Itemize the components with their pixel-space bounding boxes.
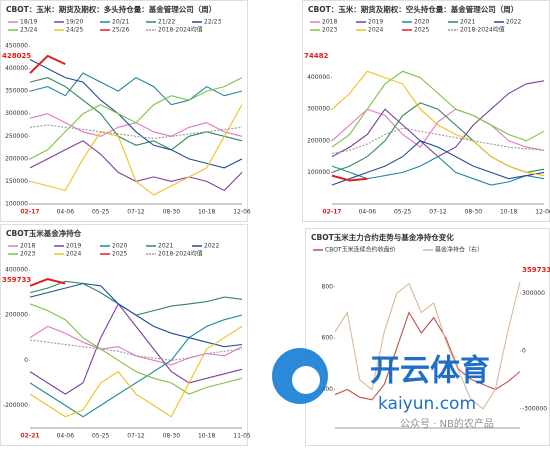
legend-label: 21/22 — [158, 19, 175, 26]
x-tick-label: 02-17 — [322, 209, 341, 216]
x-tick-label: 08-30 — [163, 209, 181, 216]
y-tick-label: 250000 — [5, 133, 28, 140]
logo-ball — [292, 366, 320, 394]
legend-label: 2020 — [112, 243, 127, 250]
legend-label: 2018-2024均值 — [158, 26, 203, 34]
x-tick-label: 02-17 — [20, 209, 39, 216]
legend-label: 2024 — [66, 251, 81, 258]
legend-label: 23/24 — [20, 27, 37, 34]
legend-label: 基金净持仓（右） — [435, 246, 483, 254]
legend-label: 20/21 — [112, 19, 129, 26]
y-tick-label: 400000 — [307, 74, 330, 81]
y-tick-label: 450000 — [5, 43, 28, 50]
y-tick-label: 350000 — [5, 88, 28, 95]
annotation: 74482 — [304, 52, 328, 60]
x-tick-label: 11-05 — [233, 433, 251, 440]
y2-tick-label: -300000 — [522, 405, 547, 412]
x-tick-label: 08-30 — [465, 209, 483, 216]
account: 公众号 · NB的农产品 — [400, 417, 494, 430]
y-tick-label: 200000 — [307, 137, 330, 144]
x-tick-label: 07-12 — [429, 209, 447, 216]
x-tick-label: 10-18 — [198, 433, 216, 440]
legend-label: 24/25 — [66, 27, 83, 34]
x-tick-label: 07-12 — [127, 433, 145, 440]
x-tick-label: 04-06 — [57, 209, 75, 216]
legend-label: 2018-2024均值 — [158, 250, 203, 258]
x-tick-label: 08-30 — [163, 433, 181, 440]
brand: 开云体育 — [370, 354, 490, 389]
chart-title: CBOT玉米基金净持仓 — [6, 228, 82, 238]
chart-title: CBOT：玉米：期货及期权：多头持仓量：基金管理公司（周） — [6, 4, 216, 14]
chart-title: CBOT：玉米：期货及期权：空头持仓量：基金管理公司（周） — [308, 4, 518, 14]
y-tick-label: 0 — [24, 357, 28, 364]
legend-label: 2020 — [414, 19, 429, 26]
legend-label: 2018 — [322, 19, 337, 26]
y-tick-label: 150000 — [5, 178, 28, 185]
legend-label: 19/20 — [66, 19, 83, 26]
x-tick-label: 04-06 — [57, 433, 75, 440]
legend-label: 22/23 — [204, 19, 221, 26]
legend-label: CBOT玉米连续合约收盘价 — [325, 246, 396, 254]
y-tick-label: 300000 — [307, 106, 330, 113]
x-tick-label: 02-21 — [20, 433, 39, 440]
y2-tick-label: 300000 — [522, 290, 545, 297]
x-tick-label: 05-25 — [92, 433, 110, 440]
x-tick-label: 04-06 — [359, 209, 377, 216]
legend-label: 2022 — [204, 243, 219, 250]
annotation: 428025 — [2, 52, 31, 60]
x-tick-label: 10-18 — [198, 209, 216, 216]
x-tick-label: 10-18 — [500, 209, 518, 216]
annotation: 359733 — [522, 266, 550, 274]
y-tick-label: 200000 — [5, 155, 28, 162]
y-tick-label: -200000 — [3, 402, 28, 409]
y-tick-label: 200000 — [5, 312, 28, 319]
legend-label: 2021 — [460, 19, 475, 26]
legend-label: 2025 — [414, 27, 429, 34]
site: kaiyun.com — [378, 394, 476, 414]
chart-title: CBOT玉米主力合约走势与基金净持仓变化 — [311, 232, 454, 242]
y-tick-label: 100000 — [307, 169, 330, 176]
legend-label: 2023 — [322, 27, 337, 34]
legend-label: 2024 — [368, 27, 383, 34]
x-tick-label: 12-06 — [535, 209, 550, 216]
x-tick-label: 07-12 — [127, 209, 145, 216]
y-tick-label: 100000 — [5, 201, 28, 208]
y-tick-label: 300000 — [5, 110, 28, 117]
y2-tick-label: 0 — [522, 348, 526, 355]
legend-label: 2018 — [20, 243, 35, 250]
legend-label: 2025 — [112, 251, 127, 258]
x-tick-label: 05-25 — [394, 209, 412, 216]
legend-label: 2019 — [368, 19, 383, 26]
legend-label: 2022 — [506, 19, 521, 26]
y-tick-label: 600 — [322, 335, 334, 342]
legend-label: 2018-2024均值 — [460, 26, 505, 34]
legend-label: 2023 — [20, 251, 35, 258]
x-tick-label: 12-06 — [233, 209, 251, 216]
legend-label: 2021 — [158, 243, 173, 250]
y-tick-label: 400000 — [5, 65, 28, 72]
y-tick-label: 400000 — [5, 267, 28, 274]
y-tick-label: 800 — [322, 283, 334, 290]
legend-label: 18/19 — [20, 19, 37, 26]
legend-label: 2019 — [66, 243, 81, 250]
x-tick-label: 05-25 — [92, 209, 110, 216]
legend-label: 25/26 — [112, 27, 129, 34]
annotation: 359733 — [2, 276, 31, 284]
